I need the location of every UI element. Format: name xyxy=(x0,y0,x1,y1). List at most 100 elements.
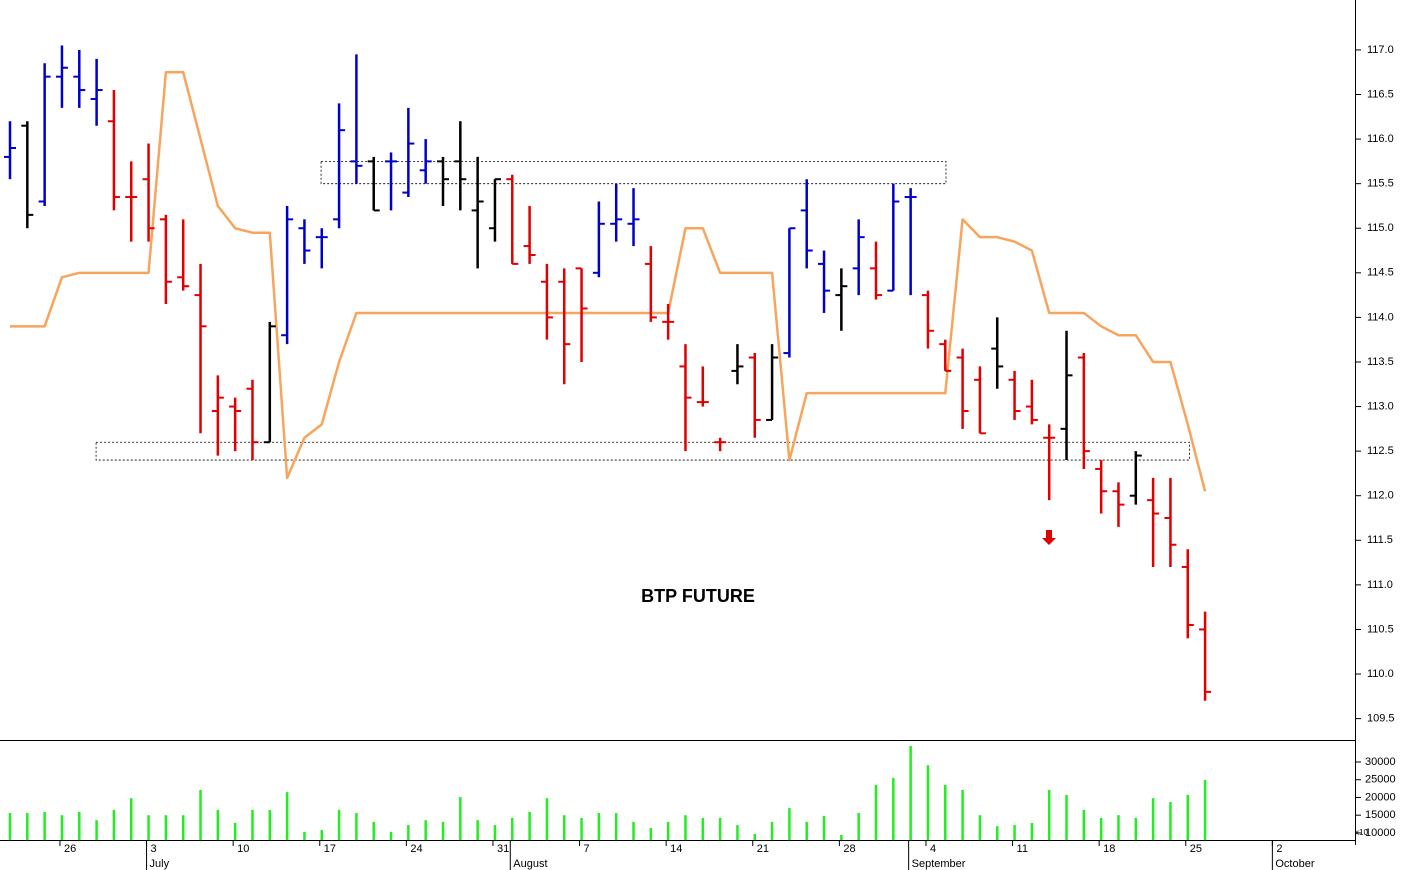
x-tick-label: 3 xyxy=(151,843,157,855)
volume-bar xyxy=(684,815,687,840)
volume-bar xyxy=(995,826,999,840)
volume-bar xyxy=(1203,780,1207,840)
x-tick-label: 11 xyxy=(1017,843,1028,855)
volume-bar xyxy=(892,777,895,840)
volume-bar xyxy=(268,809,272,840)
volume-bar xyxy=(961,790,964,840)
volume-bar xyxy=(909,746,912,840)
y-tick-label: 115.5 xyxy=(1367,178,1394,190)
volume-bar xyxy=(805,821,808,840)
volume-bar xyxy=(770,821,774,840)
month-label: September xyxy=(912,858,966,870)
volume-bar xyxy=(857,813,860,840)
volume-bar xyxy=(840,835,843,840)
y-tick-label: 115.0 xyxy=(1367,222,1394,234)
volume-bar xyxy=(95,820,98,840)
volume-bar xyxy=(60,815,64,840)
x-tick-label: 28 xyxy=(843,843,855,855)
x-tick-label: 2 xyxy=(1276,843,1282,855)
volume-bar xyxy=(251,809,254,840)
volume-bar xyxy=(1047,790,1051,840)
volume-bar xyxy=(545,798,549,840)
volume-bar xyxy=(736,825,739,840)
volume-bar xyxy=(874,785,878,840)
volume-bar xyxy=(1169,802,1172,840)
volume-tick-label: 15000 xyxy=(1365,809,1396,821)
y-tick-label: 117.0 xyxy=(1367,44,1394,56)
x-tick-label: 18 xyxy=(1103,843,1115,855)
volume-bar xyxy=(666,821,670,840)
volume-bar xyxy=(43,811,46,840)
x-tick-label: 25 xyxy=(1190,843,1202,855)
y-tick-label: 110.0 xyxy=(1367,668,1394,680)
y-tick-label: 109.5 xyxy=(1367,713,1395,725)
volume-bar xyxy=(1082,809,1086,840)
volume-bar xyxy=(1134,818,1138,840)
volume-bar xyxy=(926,765,930,840)
volume-bar xyxy=(181,815,185,840)
volume-bar xyxy=(718,818,722,840)
volume-bar xyxy=(441,821,445,840)
volume-bar xyxy=(459,797,462,840)
y-tick-label: 112.5 xyxy=(1367,445,1394,457)
x-tick-label: 26 xyxy=(64,843,76,855)
volume-bar xyxy=(580,818,583,840)
volume-bar xyxy=(199,790,202,840)
stop-line xyxy=(10,70,1207,492)
volume-bar xyxy=(1117,815,1120,840)
volume-bar xyxy=(944,785,947,840)
volume-unit-label: x10 xyxy=(1355,828,1368,837)
x-tick-label: 31 xyxy=(497,843,509,855)
x-tick-label: 7 xyxy=(584,843,590,855)
y-tick-label: 111.5 xyxy=(1367,534,1393,546)
volume-tick-label: 25000 xyxy=(1365,774,1396,786)
y-tick-label: 114.0 xyxy=(1367,311,1394,323)
volume-bar xyxy=(8,813,12,840)
volume-bar xyxy=(216,809,220,840)
volume-bar xyxy=(1186,794,1190,840)
volume-bar xyxy=(129,798,133,840)
volume-bar xyxy=(164,815,168,840)
x-tick-label: 21 xyxy=(757,843,769,855)
volume-bar xyxy=(562,815,566,840)
month-label: October xyxy=(1275,858,1314,870)
volume-bar xyxy=(822,815,826,840)
volume-bar xyxy=(493,825,497,840)
volume-bar xyxy=(355,813,358,840)
volume-bar xyxy=(1065,794,1068,840)
sell-signal-arrow xyxy=(1042,530,1056,545)
volume-bar xyxy=(372,821,375,840)
volume-bar xyxy=(753,833,757,840)
volume-bar xyxy=(1030,822,1034,840)
volume-bar xyxy=(424,820,427,840)
volume-bar xyxy=(78,811,81,840)
x-tick-label: 14 xyxy=(670,843,682,855)
month-label: August xyxy=(513,858,547,870)
volume-bar xyxy=(1099,818,1103,840)
x-tick-label: 10 xyxy=(237,843,249,855)
volume-bar xyxy=(701,818,705,840)
volume-bar xyxy=(614,813,618,840)
y-tick-label: 112.0 xyxy=(1367,490,1394,502)
volume-bar xyxy=(26,813,29,840)
month-label: July xyxy=(150,858,170,870)
volume-bar xyxy=(147,815,150,840)
y-tick-label: 114.5 xyxy=(1367,267,1394,279)
volume-bar xyxy=(1151,798,1155,840)
volume-bar xyxy=(476,820,479,840)
volume-bar xyxy=(632,821,635,840)
volume-bar xyxy=(303,831,306,840)
price-zone xyxy=(320,160,947,185)
y-tick-label: 111.0 xyxy=(1367,579,1393,591)
y-tick-label: 113.5 xyxy=(1367,356,1394,368)
volume-bar xyxy=(649,827,653,840)
volume-bar xyxy=(389,831,393,840)
volume-bar xyxy=(528,811,531,840)
volume-bar xyxy=(337,809,341,840)
volume-tick-label: 20000 xyxy=(1365,791,1396,803)
volume-bar xyxy=(788,808,791,840)
volume-bar xyxy=(112,809,116,840)
y-tick-label: 110.5 xyxy=(1367,623,1394,635)
x-tick-label: 24 xyxy=(410,843,422,855)
